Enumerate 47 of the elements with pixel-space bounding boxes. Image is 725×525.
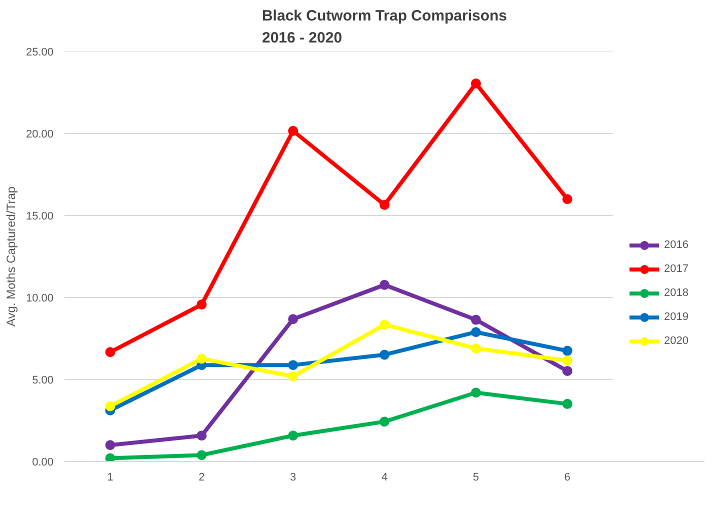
y-tick-label: 15.00: [26, 210, 54, 222]
point: [562, 356, 572, 366]
point: [105, 401, 116, 412]
point: [562, 194, 572, 204]
point: [380, 416, 390, 427]
point: [562, 366, 572, 376]
point: [196, 354, 207, 364]
x-tick-label: 4: [381, 472, 388, 484]
point: [380, 320, 390, 330]
x-tick-label: 3: [290, 472, 296, 484]
y-axis-title: Avg. Moths Captured/Trap: [4, 186, 18, 327]
x-tick-label: 1: [107, 472, 114, 484]
x-tick-label: 5: [472, 472, 479, 484]
point: [196, 450, 207, 460]
x-tick-label: 6: [564, 472, 570, 484]
legend-label: 2018: [664, 287, 688, 299]
legend-label: 2020: [664, 335, 688, 347]
point: [380, 280, 390, 290]
point: [470, 343, 481, 354]
point: [470, 78, 481, 88]
x-tick-label: 2: [198, 472, 205, 484]
point: [196, 300, 207, 310]
point: [562, 398, 572, 409]
point: [470, 388, 481, 398]
point: [288, 371, 298, 382]
point: [288, 126, 298, 136]
point: [288, 314, 298, 324]
point: [380, 350, 390, 360]
chart-title: Black Cutworm Trap Comparisons 2016 - 2020: [262, 7, 508, 46]
point: [196, 430, 207, 441]
y-tick-label: 10.00: [26, 292, 54, 304]
y-tick-label: 5.00: [32, 374, 54, 386]
point: [562, 346, 572, 356]
legend-label: 2016: [664, 239, 688, 251]
point: [105, 347, 116, 358]
y-tick-label: 20.00: [26, 128, 54, 140]
point: [470, 327, 481, 338]
point: [105, 440, 116, 450]
point: [105, 453, 116, 462]
legend-label: 2019: [664, 311, 688, 323]
point: [380, 200, 390, 210]
point: [288, 360, 298, 370]
y-tick-label: 25.00: [26, 46, 54, 58]
legend-label: 2017: [664, 263, 688, 275]
y-tick-label: 0.00: [32, 456, 54, 468]
point: [470, 314, 481, 325]
point: [288, 430, 298, 441]
